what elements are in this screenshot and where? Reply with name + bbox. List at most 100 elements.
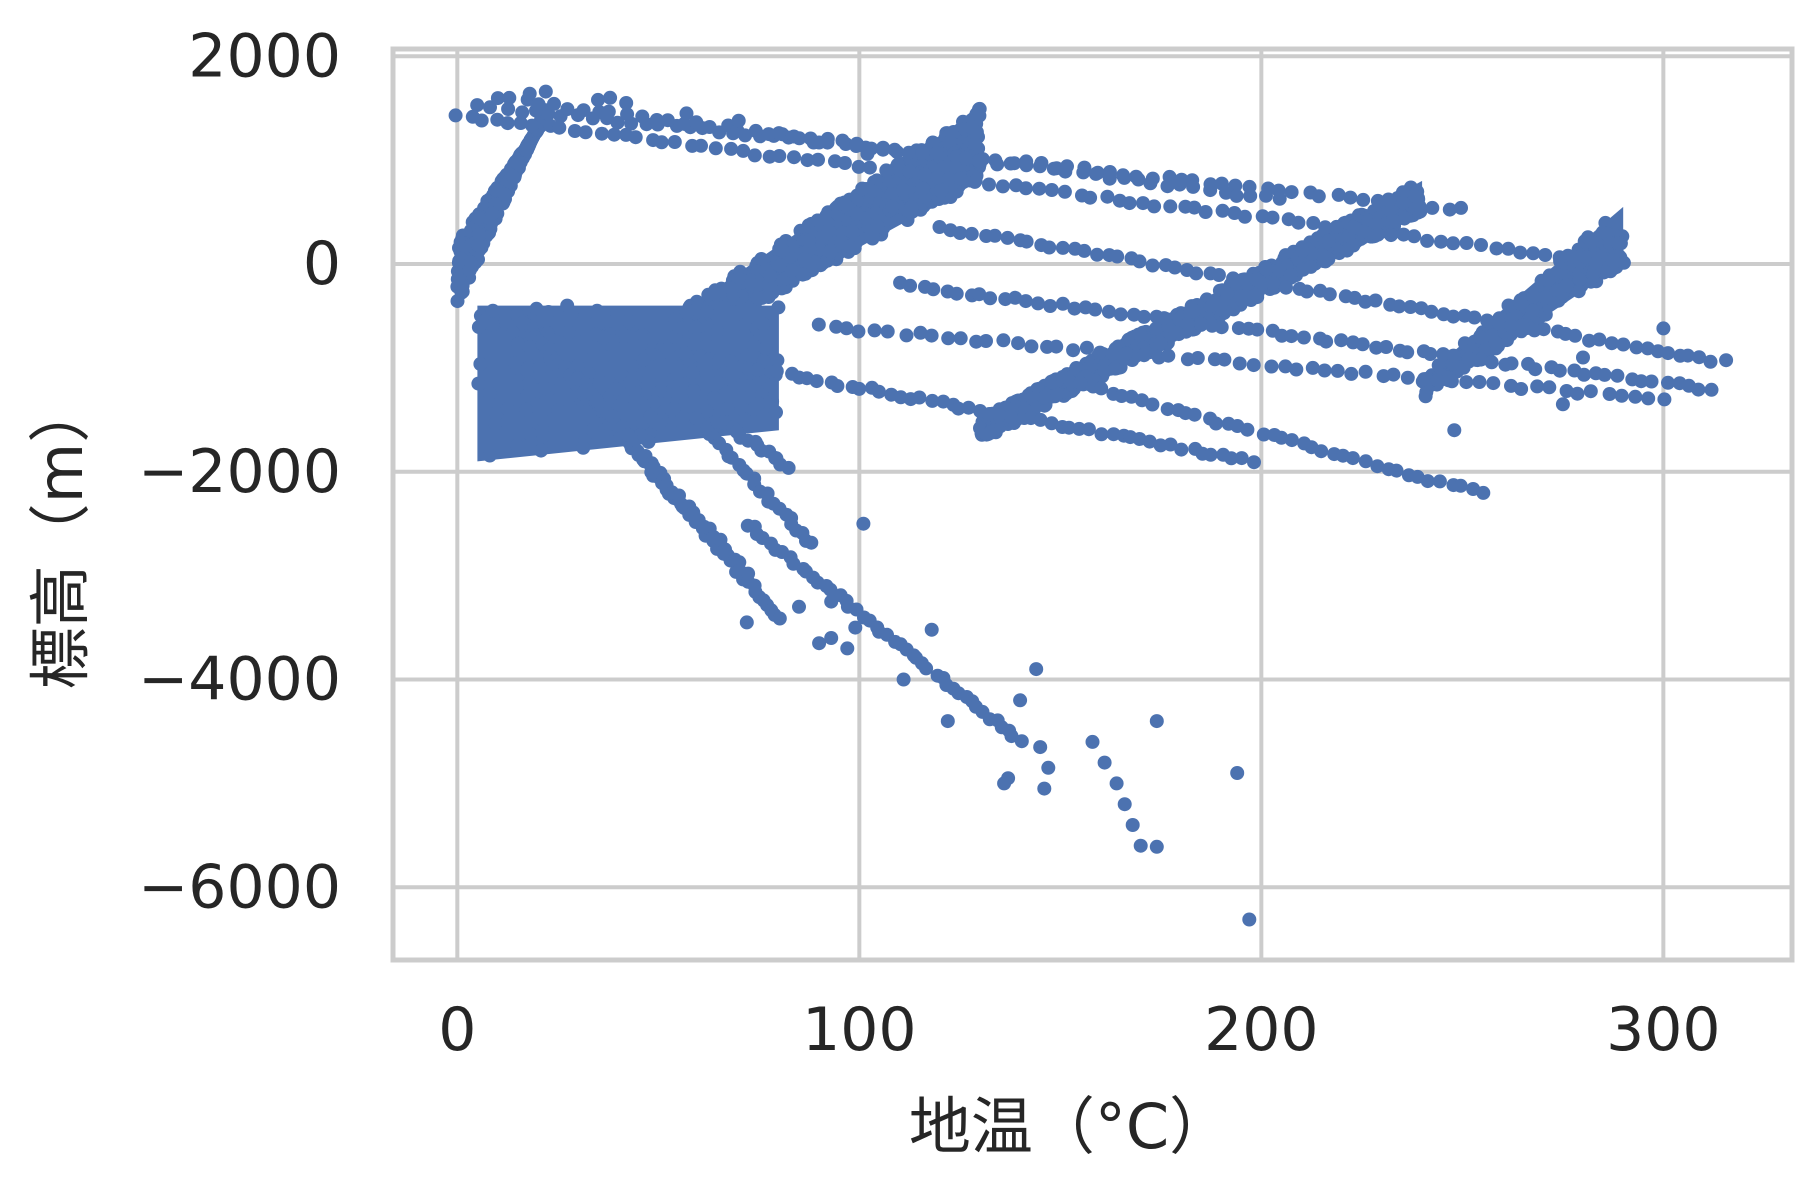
data-point-1268 bbox=[870, 219, 885, 233]
data-point-2643 bbox=[987, 228, 1002, 243]
data-point-2442 bbox=[736, 143, 751, 158]
data-point-2460 bbox=[968, 173, 983, 188]
data-point-3148 bbox=[792, 599, 806, 614]
data-point-2843 bbox=[712, 353, 726, 368]
data-point-2373 bbox=[623, 375, 638, 389]
data-point-2868 bbox=[961, 400, 976, 415]
data-point-2888 bbox=[1163, 437, 1178, 452]
data-point-2677 bbox=[1368, 293, 1383, 308]
data-point-2771 bbox=[1610, 368, 1625, 383]
data-point-2292 bbox=[737, 318, 752, 333]
data-point-2786 bbox=[899, 328, 914, 343]
data-point-2419 bbox=[511, 336, 526, 351]
data-point-2395 bbox=[655, 374, 670, 389]
data-point-2447 bbox=[800, 153, 815, 168]
data-point-1998 bbox=[1383, 203, 1398, 218]
data-point-1981 bbox=[1097, 364, 1112, 379]
data-point-2932 bbox=[1420, 474, 1435, 489]
data-point-2586 bbox=[547, 96, 561, 111]
data-point-2578 bbox=[1412, 199, 1427, 213]
data-point-2717 bbox=[983, 291, 998, 306]
data-point-2726 bbox=[1088, 302, 1103, 317]
data-point-2404 bbox=[519, 362, 534, 377]
data-point-2007 bbox=[1340, 243, 1354, 258]
data-point-3156 bbox=[1013, 693, 1028, 708]
data-point-2428 bbox=[552, 120, 567, 135]
data-point-2896 bbox=[1247, 455, 1261, 470]
data-point-396 bbox=[472, 227, 487, 242]
data-point-2619 bbox=[1019, 158, 1034, 173]
data-point-2597 bbox=[702, 120, 717, 134]
data-point-2787 bbox=[913, 325, 928, 340]
data-point-3134 bbox=[679, 106, 694, 121]
data-point-2616 bbox=[972, 154, 987, 169]
data-point-2250 bbox=[675, 410, 690, 425]
data-point-3167 bbox=[1149, 839, 1164, 854]
data-point-2459 bbox=[953, 171, 968, 186]
data-point-3085 bbox=[781, 460, 796, 475]
data-point-2237 bbox=[1473, 330, 1488, 345]
data-point-2651 bbox=[1077, 243, 1092, 258]
data-point-3164 bbox=[1117, 797, 1132, 812]
data-point-3173 bbox=[1576, 350, 1590, 365]
data-point-3150 bbox=[856, 516, 871, 531]
data-point-2470 bbox=[1100, 189, 1115, 204]
data-point-2802 bbox=[1118, 346, 1133, 361]
data-point-1984 bbox=[1295, 244, 1310, 259]
data-point-2735 bbox=[1193, 317, 1208, 331]
data-point-2577 bbox=[1396, 195, 1411, 210]
data-point-3070 bbox=[804, 535, 819, 550]
data-point-2506 bbox=[1565, 249, 1580, 264]
data-point-3155 bbox=[1001, 771, 1016, 786]
data-point-3145 bbox=[840, 641, 855, 656]
data-point-2788 bbox=[924, 328, 939, 343]
data-point-2461 bbox=[982, 177, 996, 192]
data-point-3165 bbox=[1125, 818, 1140, 832]
data-point-3152 bbox=[940, 714, 955, 729]
data-point-2699 bbox=[1616, 337, 1631, 352]
data-point-2273 bbox=[707, 390, 722, 405]
data-point-2216 bbox=[1584, 235, 1599, 249]
data-point-2430 bbox=[578, 125, 593, 140]
data-point-2450 bbox=[837, 156, 852, 170]
data-point-2749 bbox=[1355, 337, 1370, 352]
data-point-2663 bbox=[1211, 268, 1226, 282]
data-point-2600 bbox=[748, 123, 763, 138]
data-point-1282 bbox=[797, 252, 812, 267]
data-point-2342 bbox=[624, 358, 639, 373]
data-point-2615 bbox=[958, 151, 973, 166]
data-point-1183 bbox=[942, 134, 957, 149]
data-point-2753 bbox=[1400, 345, 1415, 360]
data-point-2640 bbox=[953, 226, 967, 240]
data-point-2895 bbox=[1234, 451, 1249, 466]
data-point-2782 bbox=[839, 321, 854, 336]
data-point-2521 bbox=[610, 115, 625, 130]
data-point-2487 bbox=[1318, 220, 1333, 235]
data-point-2824 bbox=[1430, 373, 1445, 388]
data-point-3168 bbox=[1149, 714, 1164, 729]
data-point-2177 bbox=[1526, 289, 1541, 304]
data-point-419 bbox=[506, 169, 521, 184]
data-point-2811 bbox=[1246, 358, 1261, 373]
data-point-1195 bbox=[761, 290, 776, 304]
data-point-2610 bbox=[887, 142, 902, 157]
data-point-2889 bbox=[1174, 442, 1189, 457]
data-point-2510 bbox=[1616, 255, 1631, 270]
data-point-2364 bbox=[636, 352, 651, 367]
data-point-3147 bbox=[824, 594, 839, 609]
data-point-2676 bbox=[1358, 294, 1373, 309]
data-point-2512 bbox=[483, 100, 497, 115]
data-point-2472 bbox=[1122, 196, 1137, 211]
data-point-2590 bbox=[601, 104, 616, 119]
data-point-2644 bbox=[1000, 230, 1015, 245]
data-point-2353 bbox=[699, 404, 714, 419]
data-point-2629 bbox=[1160, 179, 1175, 194]
data-point-2705 bbox=[1680, 348, 1695, 363]
data-point-2878 bbox=[1062, 420, 1076, 435]
data-point-2582 bbox=[490, 91, 505, 106]
data-point-2807 bbox=[1190, 351, 1205, 365]
data-point-2431 bbox=[594, 126, 609, 141]
data-point-2853 bbox=[809, 374, 824, 389]
data-point-3116 bbox=[919, 661, 934, 676]
data-point-2810 bbox=[1232, 356, 1247, 371]
